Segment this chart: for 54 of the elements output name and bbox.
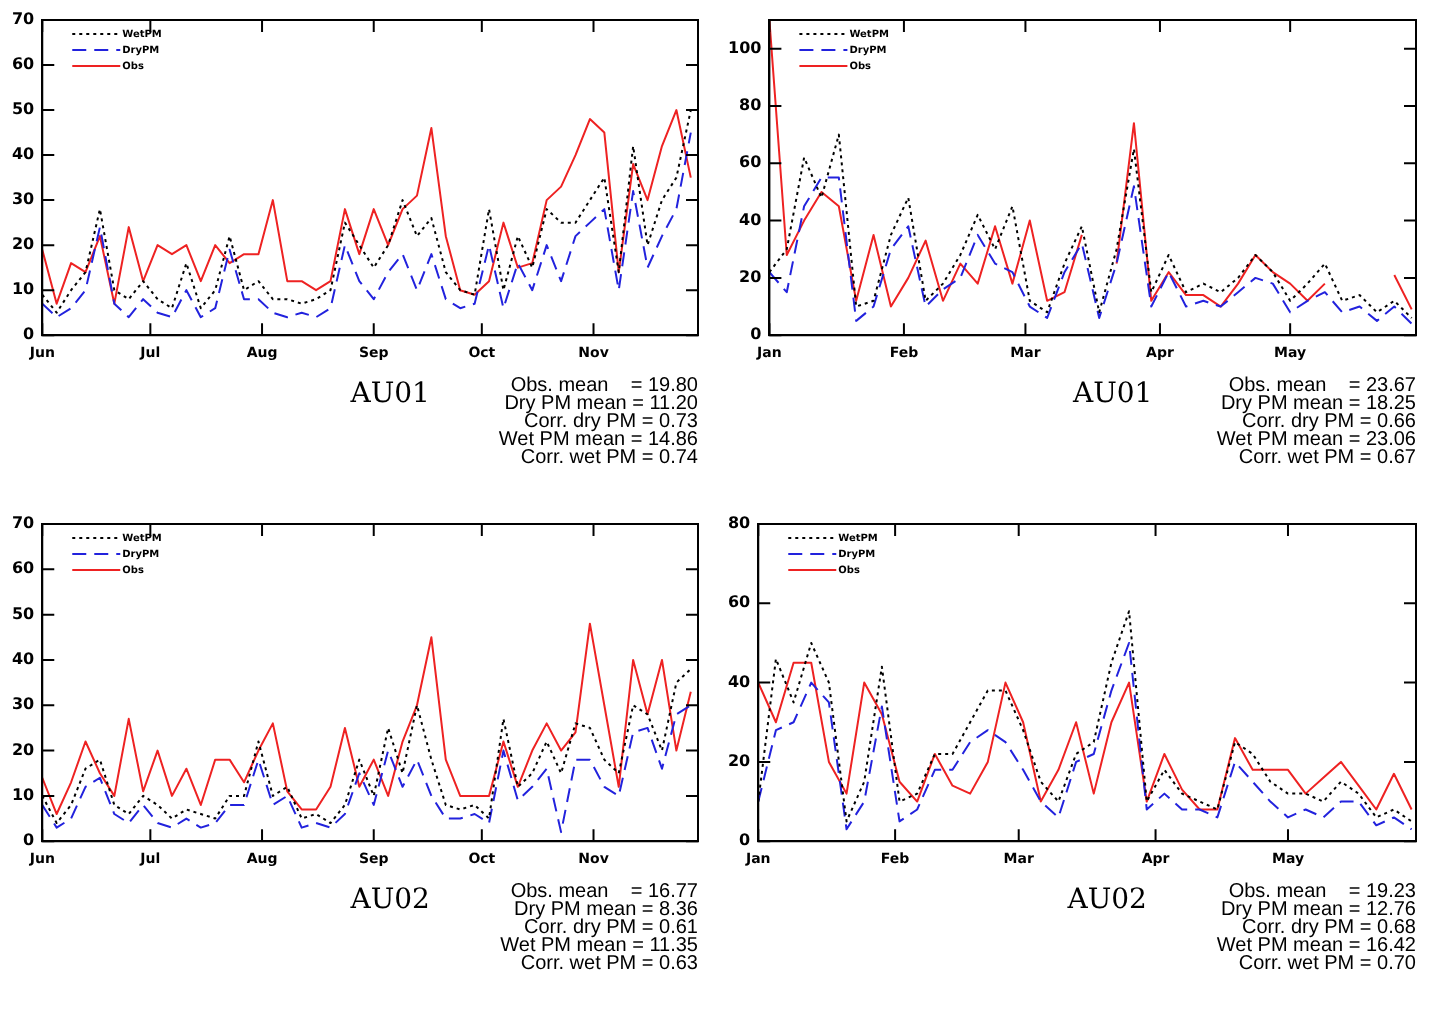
y-tick-label: 60 [11,559,36,578]
y-tick-label: 40 [11,650,36,669]
text: Dry PM mean = 18.25 [1220,392,1417,415]
text: Wet PM mean = 11.35 [500,934,699,957]
y-tick-label: 70 [11,10,36,29]
y-tick-label: 60 [727,593,752,612]
text: Dry PM mean = 8.36 [514,898,699,921]
y-tick-label: 40 [739,210,763,229]
y-tick-label: 10 [11,786,36,805]
y-tick-label: 30 [11,190,36,209]
y-tick-label: 80 [739,96,763,115]
text: Obs. mean = 16.77 [510,880,699,903]
text: Corr. dry PM = 0.61 [524,916,699,939]
text: Wet PM mean = 14.86 [498,428,699,451]
y-tick-label: 0 [23,325,36,344]
y-tick-label: 40 [727,672,752,691]
text: Dry PM mean = 12.76 [1220,898,1417,921]
y-tick-label: 20 [11,740,36,759]
line-series [758,641,1413,831]
y-tick-label: 20 [11,235,36,254]
text: Obs. mean = 19.23 [1228,880,1417,903]
text: Corr. dry PM = 0.68 [1242,916,1417,939]
line-series [42,704,692,834]
text: Corr. wet PM = 0.67 [1238,446,1417,469]
text: AU02 [348,884,430,917]
y-tick-label: 60 [11,55,36,74]
text: Corr. dry PM = 0.73 [524,410,699,433]
text: Obs. mean = 23.67 [1228,374,1417,397]
y-tick-label: 60 [739,153,763,172]
y-tick-label: 50 [11,604,36,623]
text: Corr. dry PM = 0.66 [1242,410,1417,433]
y-tick-label: 50 [11,100,36,119]
y-tick-label: 0 [739,831,752,850]
line-series [769,176,1413,325]
y-tick-label: 80 [727,514,752,533]
text: Wet PM mean = 16.42 [1216,934,1417,957]
y-tick-label: 30 [11,695,36,714]
text: AU01 [348,378,430,411]
text: Corr. wet PM = 0.74 [520,446,699,469]
text: Obs. mean = 19.80 [510,374,699,397]
y-tick-label: 20 [727,752,752,771]
y-tick-label: 10 [11,280,36,299]
y-tick-label: 0 [23,831,36,850]
y-tick-label: 0 [750,325,763,344]
text: Wet PM mean = 23.06 [1216,428,1417,451]
text: AU02 [1065,884,1147,917]
y-tick-label: 70 [11,514,36,533]
text: Corr. wet PM = 0.70 [1238,952,1417,975]
text: AU01 [1070,378,1153,411]
y-tick-label: 40 [11,145,36,164]
text: Corr. wet PM = 0.63 [520,952,699,975]
y-tick-label: 100 [727,38,763,57]
y-tick-label: 20 [739,268,763,287]
text: Dry PM mean = 11.20 [504,392,699,415]
